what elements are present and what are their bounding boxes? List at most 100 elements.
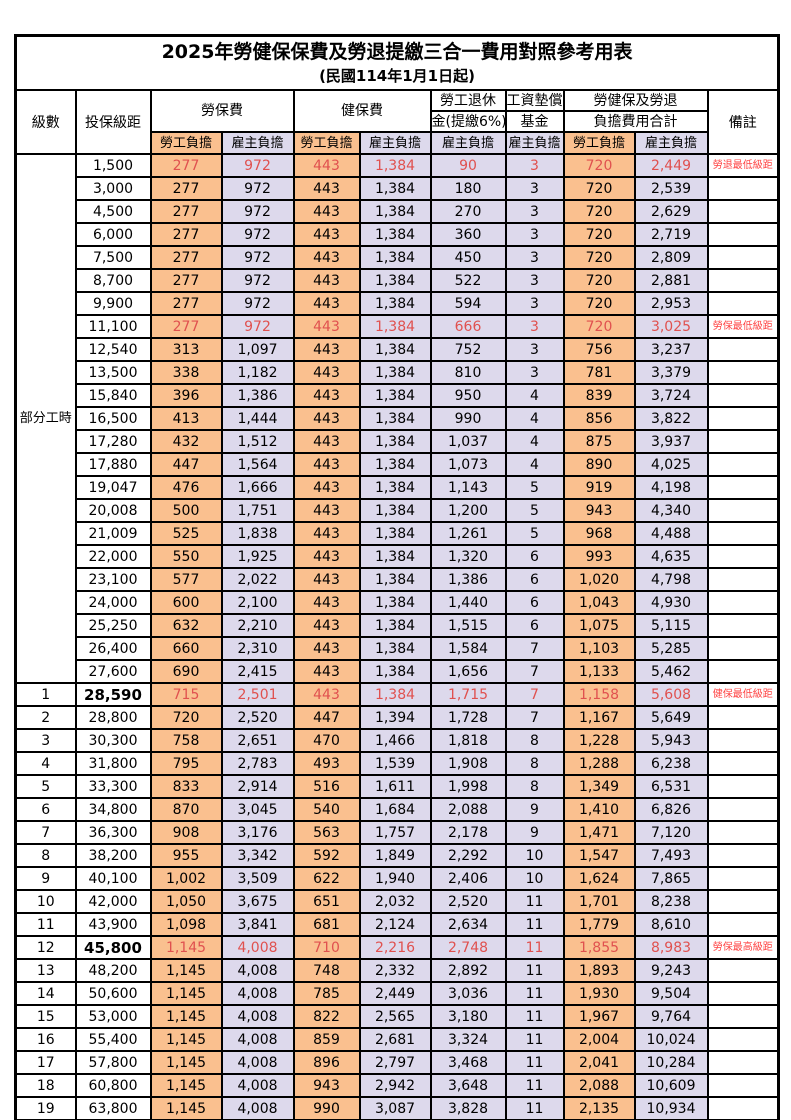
wage-fund-employer-cell: 8: [504, 774, 565, 799]
total-employer-cell: 2,449: [633, 153, 709, 178]
wage-fund-employer-cell: 7: [504, 659, 565, 684]
labor-insurance-employer-cell: 3,176: [220, 820, 295, 845]
level-cell: 14: [14, 981, 77, 1006]
health-insurance-employee-cell: 443: [292, 222, 361, 247]
labor-insurance-employer-cell: 2,520: [220, 705, 295, 730]
labor-insurance-employee-cell: 715: [149, 682, 223, 707]
table-row: 8,700 277 972 443 1,384 522 3 720 2,881: [16, 268, 780, 293]
health-insurance-employee-cell: 622: [292, 866, 361, 891]
level-cell: 16: [14, 1027, 77, 1052]
pension-employer-cell: 2,178: [429, 820, 507, 845]
labor-insurance-employer-cell: 3,342: [220, 843, 295, 868]
note-cell: [706, 1027, 780, 1052]
total-employer-cell: 10,609: [633, 1073, 709, 1098]
bracket-cell: 36,300: [74, 820, 152, 845]
table-row: 21,009 525 1,838 443 1,384 1,261 5 968 4,488: [16, 521, 780, 546]
total-employee-cell: 1,167: [562, 705, 636, 730]
table-row: 11,100 277 972 443 1,384 666 3 720 3,025 勞保最低級距: [16, 314, 780, 339]
labor-insurance-employee-cell: 690: [149, 659, 223, 684]
total-employee-cell: 756: [562, 337, 636, 362]
health-insurance-employee-cell: 443: [292, 245, 361, 270]
table-row: 16 55,400 1,145 4,008 859 2,681 3,324 11 2,004 10…: [14, 1027, 780, 1052]
total-employer-cell: 3,822: [633, 406, 709, 431]
wage-fund-employer-cell: 3: [504, 176, 565, 201]
labor-insurance-employee-cell: 277: [149, 314, 223, 339]
col-header-health-insurance: 健保費: [292, 89, 432, 133]
total-employer-cell: 9,764: [633, 1004, 709, 1029]
health-insurance-employer-cell: 1,384: [358, 567, 432, 592]
health-insurance-employer-cell: 1,611: [358, 774, 432, 799]
table-row: 16,500 413 1,444 443 1,384 990 4 856 3,822: [16, 406, 780, 431]
labor-insurance-employee-cell: 313: [149, 337, 223, 362]
table-row: 13 48,200 1,145 4,008 748 2,332 2,892 11 1,893 9,…: [14, 958, 780, 983]
table-row: 11 43,900 1,098 3,841 681 2,124 2,634 11 1,779 8,…: [14, 912, 780, 937]
health-insurance-employer-cell: 1,384: [358, 268, 432, 293]
labor-insurance-employer-cell: 972: [220, 153, 295, 178]
pension-employer-cell: 2,892: [429, 958, 507, 983]
health-insurance-employee-cell: 822: [292, 1004, 361, 1029]
bracket-cell: 24,000: [74, 590, 152, 615]
note-cell: [706, 613, 780, 638]
pension-employer-cell: 2,088: [429, 797, 507, 822]
level-cell: 4: [14, 751, 77, 776]
labor-insurance-employee-cell: 550: [149, 544, 223, 569]
health-insurance-employer-cell: 1,684: [358, 797, 432, 822]
table-row: 14 50,600 1,145 4,008 785 2,449 3,036 11 1,930 9,…: [14, 981, 780, 1006]
labor-insurance-employee-cell: 1,145: [149, 981, 223, 1006]
total-employer-cell: 4,930: [633, 590, 709, 615]
level-cell: 1: [14, 682, 77, 707]
bracket-cell: 33,300: [74, 774, 152, 799]
note-cell: [706, 245, 780, 270]
labor-insurance-employee-cell: 1,145: [149, 1027, 223, 1052]
labor-insurance-employee-cell: 833: [149, 774, 223, 799]
health-insurance-employee-cell: 443: [292, 452, 361, 477]
bracket-cell: 42,000: [74, 889, 152, 914]
col-header-remark: 備註: [706, 89, 780, 155]
pension-employer-cell: 950: [429, 383, 507, 408]
labor-insurance-employer-cell: 3,841: [220, 912, 295, 937]
health-insurance-employee-cell: 443: [292, 613, 361, 638]
health-insurance-employer-cell: 2,332: [358, 958, 432, 983]
health-insurance-employee-cell: 443: [292, 682, 361, 707]
labor-insurance-employer-cell: 3,045: [220, 797, 295, 822]
wage-fund-employer-cell: 5: [504, 521, 565, 546]
wage-fund-employer-cell: 9: [504, 820, 565, 845]
labor-insurance-employee-cell: 1,002: [149, 866, 223, 891]
bracket-cell: 19,047: [74, 475, 152, 500]
health-insurance-employer-cell: 2,449: [358, 981, 432, 1006]
health-insurance-employee-cell: 540: [292, 797, 361, 822]
health-insurance-employee-cell: 470: [292, 728, 361, 753]
bracket-cell: 34,800: [74, 797, 152, 822]
note-cell: [706, 1096, 780, 1120]
level-cell: 6: [14, 797, 77, 822]
total-employee-cell: 993: [562, 544, 636, 569]
wage-fund-employer-cell: 5: [504, 475, 565, 500]
total-employee-cell: 2,088: [562, 1073, 636, 1098]
labor-insurance-employer-cell: 4,008: [220, 958, 295, 983]
labor-insurance-employee-cell: 1,145: [149, 1050, 223, 1075]
pension-employer-cell: 1,037: [429, 429, 507, 454]
note-cell: [706, 820, 780, 845]
total-employer-cell: 10,284: [633, 1050, 709, 1075]
note-cell: [706, 452, 780, 477]
note-cell: [706, 958, 780, 983]
labor-insurance-employee-cell: 413: [149, 406, 223, 431]
health-insurance-employee-cell: 443: [292, 590, 361, 615]
health-insurance-employee-cell: 592: [292, 843, 361, 868]
labor-insurance-employer-cell: 972: [220, 268, 295, 293]
health-insurance-employer-cell: 1,466: [358, 728, 432, 753]
total-employer-cell: 2,953: [633, 291, 709, 316]
total-employer-cell: 4,025: [633, 452, 709, 477]
bracket-cell: 23,100: [74, 567, 152, 592]
total-employee-cell: 1,855: [562, 935, 636, 960]
total-employee-cell: 1,624: [562, 866, 636, 891]
wage-fund-employer-cell: 11: [504, 1004, 565, 1029]
note-cell: 健保最低級距: [706, 682, 780, 707]
wage-fund-employer-cell: 9: [504, 797, 565, 822]
pension-employer-cell: 2,748: [429, 935, 507, 960]
header-sub-row: 勞工負擔 雇主負擔 勞工負擔 雇主負擔 雇主負擔 雇主負擔 勞工負擔 雇主負擔: [16, 131, 779, 155]
labor-insurance-employee-cell: 277: [149, 291, 223, 316]
table-row: 19 63,800 1,145 4,008 990 3,087 3,828 11 2,135 10…: [14, 1096, 780, 1120]
labor-insurance-employer-cell: 1,386: [220, 383, 295, 408]
total-employee-cell: 1,410: [562, 797, 636, 822]
